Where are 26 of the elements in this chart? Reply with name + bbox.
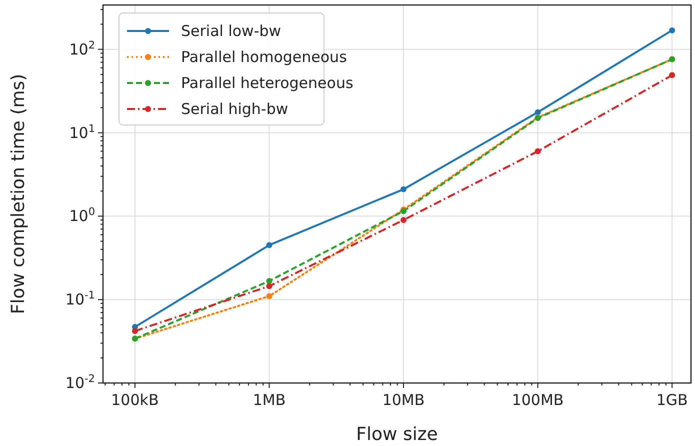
y-tick-label: 10$^{2}$ <box>69 39 95 58</box>
y-axis-title: Flow completion time (ms) <box>8 74 29 314</box>
point <box>400 216 407 223</box>
x-axis-title: Flow size <box>356 424 438 445</box>
legend-label: Serial low-bw <box>181 22 282 40</box>
point <box>266 283 272 290</box>
y-tick-label: 10$^{-2}$ <box>65 373 95 392</box>
point <box>534 109 541 116</box>
y-tick-label: 10$^{1}$ <box>69 122 95 142</box>
y-tick-label: 10$^{0}$ <box>69 206 95 226</box>
x-tick-label: 100MB <box>512 391 564 409</box>
legend-label: Serial high-bw <box>181 100 288 118</box>
y-tick-label: 10$^{-1}$ <box>65 290 95 309</box>
point <box>400 186 407 192</box>
point <box>669 72 676 78</box>
x-tick-label: 1MB <box>252 391 286 409</box>
point <box>266 293 272 300</box>
x-tick-label: 100kB <box>111 391 159 409</box>
point <box>534 148 541 154</box>
x-tick-label: 1GB <box>656 391 688 409</box>
point <box>132 328 138 334</box>
x-tick-label: 10MB <box>382 391 425 409</box>
legend-label: Parallel homogeneous <box>181 48 348 66</box>
point <box>669 27 676 34</box>
legend-label: Parallel heterogeneous <box>181 74 354 92</box>
point <box>266 242 272 248</box>
